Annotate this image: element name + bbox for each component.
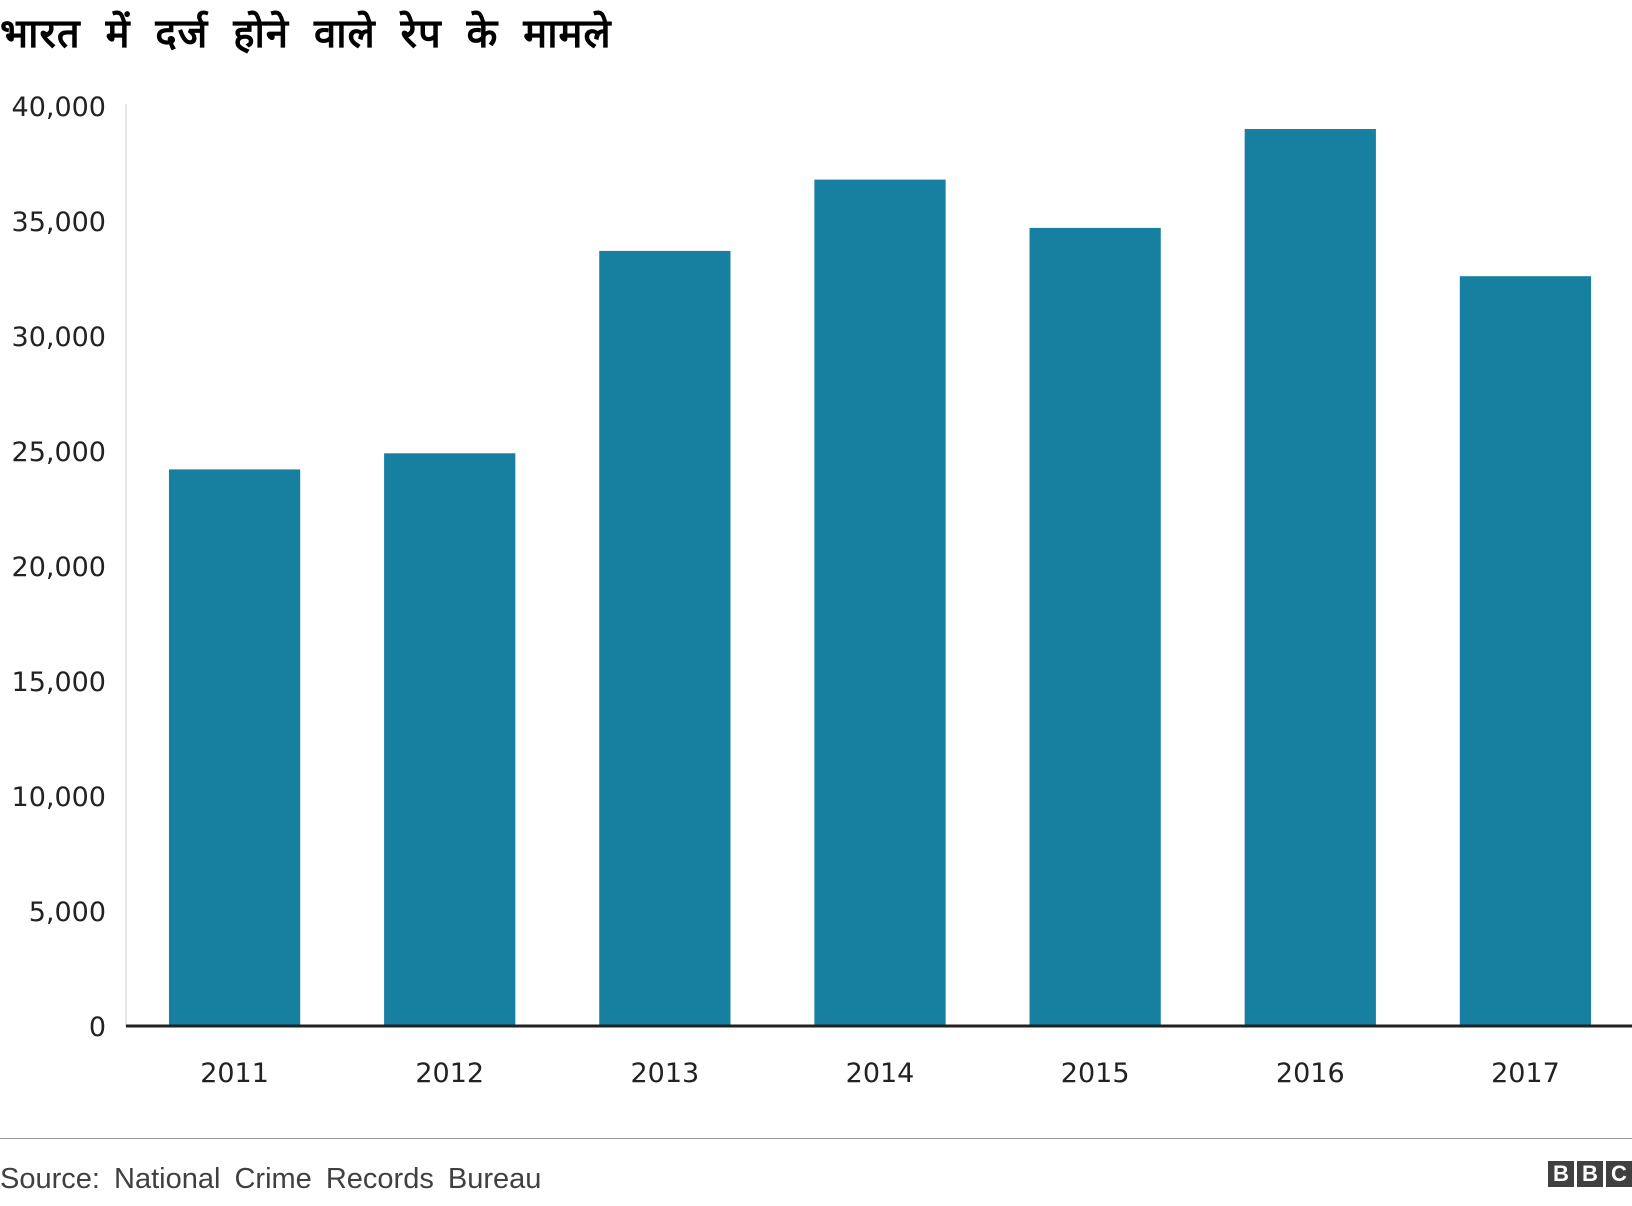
bar-2011	[168, 469, 301, 1026]
y-tick-label: 30,000	[12, 322, 106, 353]
bar-2013	[599, 250, 731, 1026]
x-tick-label: 2016	[1276, 1058, 1345, 1089]
y-tick-label: 25,000	[12, 437, 106, 468]
x-tick-label: 2011	[200, 1058, 269, 1089]
y-tick-label: 0	[89, 1012, 106, 1043]
bbc-logo: B B C	[1548, 1161, 1632, 1187]
bar-2015	[1029, 227, 1161, 1026]
source-note: Source: National Crime Records Bureau	[0, 1163, 541, 1196]
source-label: Source:	[0, 1163, 100, 1195]
logo-letter: B	[1577, 1161, 1603, 1187]
logo-letter: B	[1548, 1161, 1574, 1187]
x-axis-ticks: 2011 2012 2013 2014 2015 2016 2017	[200, 1058, 1560, 1089]
y-tick-label: 35,000	[12, 207, 106, 238]
y-tick-label: 5,000	[29, 897, 106, 928]
y-axis-ticks: 0 5,000 10,000 15,000 20,000 25,000 30,000 35,0…	[12, 92, 106, 1043]
y-tick-label: 15,000	[12, 667, 106, 698]
x-tick-label: 2014	[846, 1058, 915, 1089]
y-tick-label: 40,000	[12, 92, 106, 123]
logo-letter: C	[1606, 1161, 1632, 1187]
y-tick-label: 10,000	[12, 782, 106, 813]
y-tick-label: 20,000	[12, 552, 106, 583]
x-tick-label: 2015	[1061, 1058, 1130, 1089]
chart-title: भारत में दर्ज होने वाले रेप के मामले	[0, 11, 612, 57]
source-text: National Crime Records Bureau	[114, 1163, 542, 1195]
bar-2012	[384, 453, 516, 1026]
bars	[168, 129, 1592, 1027]
bar-2017	[1459, 276, 1592, 1026]
bar-chart: 0 5,000 10,000 15,000 20,000 25,000 30,000 35,0…	[12, 92, 1632, 1089]
x-tick-label: 2017	[1491, 1058, 1560, 1089]
bar-2016	[1244, 129, 1376, 1026]
x-tick-label: 2013	[630, 1058, 699, 1089]
footer-divider	[0, 1138, 1632, 1139]
bar-2014	[814, 179, 946, 1027]
x-tick-label: 2012	[415, 1058, 484, 1089]
